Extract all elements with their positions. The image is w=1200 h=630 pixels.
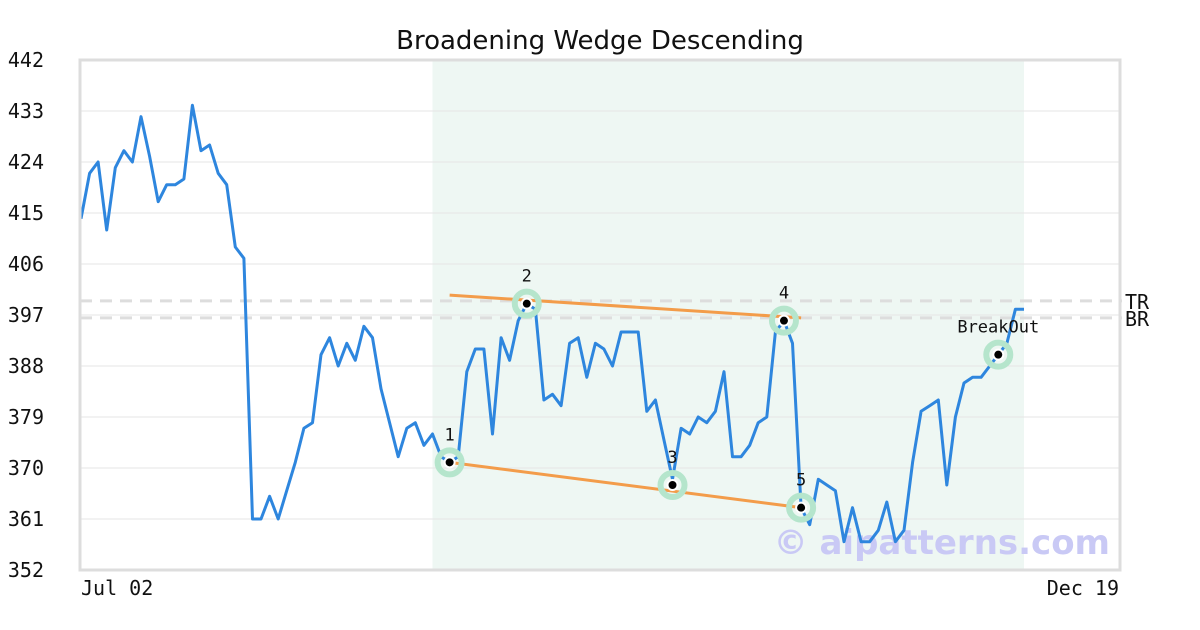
point-marker [795,501,808,514]
trendline [449,460,802,510]
point-halo [786,492,817,523]
point-label: 3 [667,448,677,468]
y-tick-label: 352 [8,558,44,582]
reference-line-label: TR [1125,290,1150,314]
plot-frame [78,58,1122,572]
y-tick-label: 442 [8,48,44,72]
y-tick-label: 361 [8,507,44,531]
y-axis: 352 361 370 379 388 397 406 415 424 433 442 [8,48,44,582]
point-marker [777,314,790,327]
point-label: 4 [779,284,789,304]
point-label: 1 [445,425,455,445]
point-halo [657,470,688,500]
y-tick-label: 406 [8,252,44,276]
x-tick-label: Dec 19 [1047,576,1119,600]
point-marker [992,348,1005,361]
price-series-line [79,103,1024,544]
point-halo [434,447,465,478]
chart-title: Broadening Wedge Descending [396,26,804,56]
watermark: © aipatterns.com [774,523,1110,563]
pattern-points: 1 2 3 4 5 BreakOut [434,267,1039,523]
point-label: BreakOut [957,318,1039,338]
y-tick-label: 388 [8,354,44,378]
y-tick-label: 424 [8,150,44,174]
point-label: 5 [796,471,806,491]
reference-line-label: BR [1125,307,1150,331]
trendlines [449,293,802,510]
point-marker [666,479,679,491]
x-tick-label: Jul 02 [81,576,153,600]
trendline [449,293,802,320]
point-marker [520,297,533,310]
point-halo [983,339,1014,370]
point-halo [768,305,799,336]
y-tick-label: 379 [8,405,44,429]
point-marker [443,456,456,469]
y-tick-label: 370 [8,456,44,480]
point-halo [511,288,542,319]
y-tick-label: 433 [8,99,44,123]
x-axis: Jul 02 Dec 19 [81,576,1119,600]
y-tick-label: 415 [8,201,44,225]
y-tick-label: 397 [8,303,44,327]
point-label: 2 [522,267,532,287]
